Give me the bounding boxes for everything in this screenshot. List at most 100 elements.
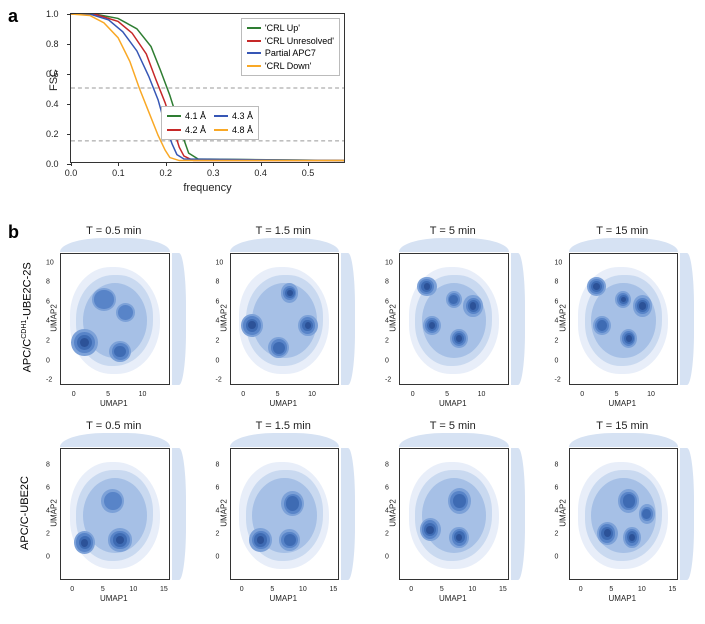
umap-main xyxy=(399,448,509,580)
fsc-ytick-mark xyxy=(67,14,71,15)
umap-ytick: 8 xyxy=(46,462,50,469)
umap-xlabel: UMAP1 xyxy=(100,594,128,603)
umap-ytick: 6 xyxy=(385,298,389,305)
umap-cell: T = 1.5 min UMAP2 UMAP1 0510-20246810 xyxy=(208,225,360,410)
umap-xtick: 10 xyxy=(468,586,476,593)
umap-cell: T = 5 min UMAP2 UMAP1 05101502468 xyxy=(377,420,529,605)
umap-xtick: 10 xyxy=(129,586,137,593)
umap-xtick: 10 xyxy=(638,586,646,593)
density-peak xyxy=(623,494,635,507)
umap-ytick: 0 xyxy=(46,357,50,364)
umap-ylabel: UMAP2 xyxy=(558,304,567,332)
umap-ytick: 2 xyxy=(555,531,559,538)
fsc-ytick-mark xyxy=(67,134,71,135)
legend-label: 'CRL Up' xyxy=(265,22,300,35)
umap-xtick: 10 xyxy=(308,391,316,398)
umap-cell: T = 1.5 min UMAP2 UMAP1 05101502468 xyxy=(208,420,360,605)
umap-xlabel: UMAP1 xyxy=(439,399,467,408)
umap-xtick: 0 xyxy=(580,391,584,398)
umap-ytick: 2 xyxy=(216,338,220,345)
umap-ytick: 4 xyxy=(555,508,559,515)
umap-marginal-top xyxy=(60,238,170,252)
umap-title: T = 0.5 min xyxy=(86,225,141,237)
legend-row: 'CRL Down' xyxy=(247,60,334,73)
legend-row: Partial APC7 xyxy=(247,47,334,60)
umap-xtick: 10 xyxy=(647,391,655,398)
umap-title: T = 0.5 min xyxy=(86,420,141,432)
umap-ytick: 8 xyxy=(216,462,220,469)
umap-ytick: 0 xyxy=(216,357,220,364)
fsc-ytick-mark xyxy=(67,74,71,75)
density-peak xyxy=(118,305,133,320)
umap-marginal-top xyxy=(399,433,509,447)
fsc-ytick-label: 0.2 xyxy=(46,129,59,139)
umap-ylabel: UMAP2 xyxy=(49,304,58,332)
umap-ylabel: UMAP2 xyxy=(219,304,228,332)
umap-marginal-right xyxy=(511,253,525,385)
umap-ytick: 2 xyxy=(385,338,389,345)
umap-main xyxy=(230,448,340,580)
umap-xtick: 0 xyxy=(240,586,244,593)
umap-xtick: 5 xyxy=(445,391,449,398)
fsc-legend-series: 'CRL Up' 'CRL Unresolved' Partial APC7 '… xyxy=(241,18,340,76)
umap-main xyxy=(569,448,679,580)
umap-title: T = 5 min xyxy=(430,420,476,432)
umap-ytick: 6 xyxy=(555,298,559,305)
umap-xlabel: UMAP1 xyxy=(439,594,467,603)
density-peak xyxy=(453,494,466,508)
umap-marginal-top xyxy=(569,238,679,252)
umap-ytick: 4 xyxy=(555,318,559,325)
umap-xtick: 0 xyxy=(411,391,415,398)
umap-main xyxy=(569,253,679,385)
umap-ytick: 2 xyxy=(46,531,50,538)
umap-title: T = 5 min xyxy=(430,225,476,237)
umap-xtick: 15 xyxy=(668,586,676,593)
umap-ytick: 0 xyxy=(555,357,559,364)
umap-xtick: 0 xyxy=(579,586,583,593)
umap-title: T = 1.5 min xyxy=(256,420,311,432)
umap-title: T = 15 min xyxy=(596,420,648,432)
umap-ytick: 10 xyxy=(385,259,393,266)
fsc-ylabel: FSC xyxy=(48,69,60,91)
legend-swatch xyxy=(247,65,261,67)
density-peak xyxy=(626,335,632,342)
density-peak xyxy=(456,335,462,342)
umap-cell: T = 15 min UMAP2 UMAP1 05101502468 xyxy=(547,420,699,605)
legend-label: 4.1 Å xyxy=(185,110,206,123)
umap-xtick: 5 xyxy=(101,586,105,593)
fsc-ytick-label: 0.8 xyxy=(46,39,59,49)
umap-ytick: 4 xyxy=(216,318,220,325)
density-peak xyxy=(287,290,293,297)
density-peak xyxy=(426,526,433,534)
umap-xtick: 5 xyxy=(609,586,613,593)
legend-swatch xyxy=(247,27,261,29)
fsc-xtick-mark xyxy=(71,162,72,166)
legend-label: 4.2 Å xyxy=(185,124,206,137)
fsc-xtick-mark xyxy=(308,162,309,166)
fsc-chart-panel: 0.0 0.1 0.2 0.3 0.4 0.5 0.0 0.2 0.4 0.6 … xyxy=(30,8,360,198)
density-peak xyxy=(273,342,285,354)
legend-row: 'CRL Up' xyxy=(247,22,334,35)
umap-ytick: 10 xyxy=(216,259,224,266)
umap-ytick: 8 xyxy=(385,462,389,469)
umap-xlabel: UMAP1 xyxy=(269,594,297,603)
density-peak xyxy=(94,290,113,308)
fsc-legend-resolution: 4.1 Å 4.3 Å 4.2 Å 4.8 Å xyxy=(161,106,259,140)
umap-main xyxy=(230,253,340,385)
umap-ytick: 6 xyxy=(46,298,50,305)
density-peak xyxy=(286,496,299,510)
umap-xtick: 0 xyxy=(409,586,413,593)
legend-row: 'CRL Unresolved' xyxy=(247,35,334,48)
umap-ytick: 6 xyxy=(385,485,389,492)
umap-cell: T = 0.5 min UMAP2 UMAP1 05101502468 xyxy=(38,420,190,605)
umap-ytick: 0 xyxy=(555,554,559,561)
umap-ytick: 8 xyxy=(216,279,220,286)
density-peak xyxy=(284,534,296,546)
panel-label-a: a xyxy=(8,6,18,27)
umap-ytick: 2 xyxy=(216,531,220,538)
legend-swatch xyxy=(247,40,261,42)
fsc-xtick-label: 0.4 xyxy=(254,168,267,178)
umap-main xyxy=(60,253,170,385)
umap-cell: T = 15 min UMAP2 UMAP1 0510-20246810 xyxy=(547,225,699,410)
umap-xlabel: UMAP1 xyxy=(100,399,128,408)
